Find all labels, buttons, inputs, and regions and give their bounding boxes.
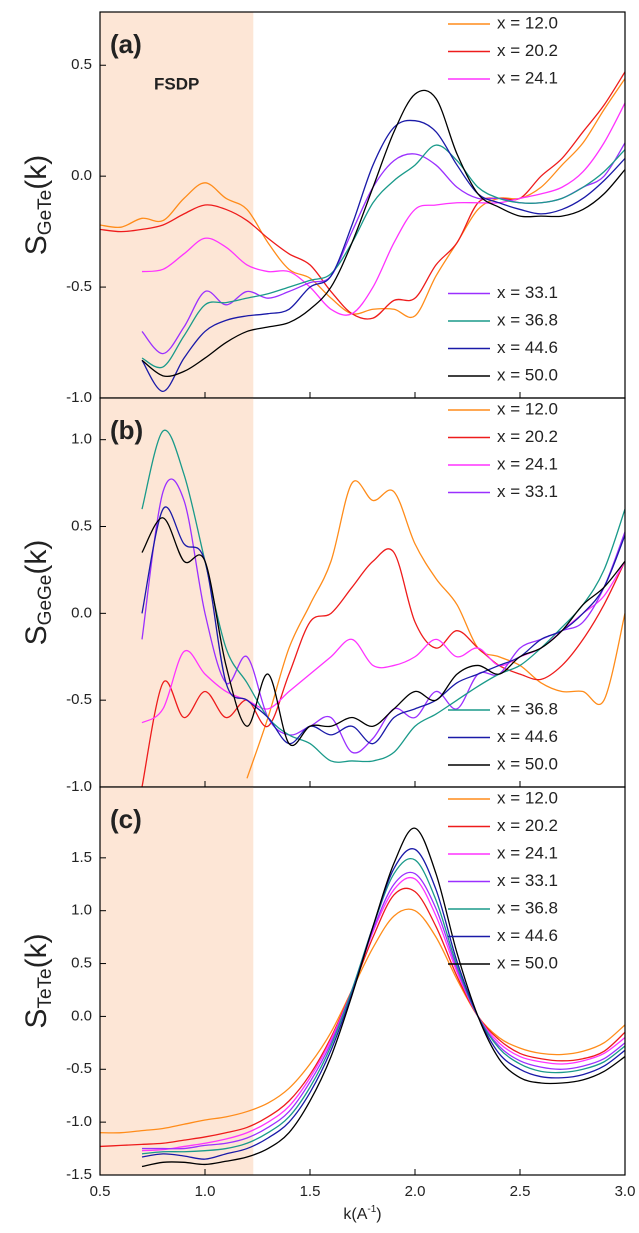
x-axis-label: k(A-1) xyxy=(343,1204,381,1224)
y-label-main: S xyxy=(20,625,53,645)
y-tick-label: 1.5 xyxy=(71,849,92,866)
legend-label: x = 24.1 xyxy=(497,454,558,473)
legend-label: x = 12.0 xyxy=(497,399,558,418)
legend-label: x = 44.6 xyxy=(497,926,558,945)
legend-label: x = 20.2 xyxy=(497,816,558,835)
legend-label: x = 12.0 xyxy=(497,13,558,32)
legend-label: x = 20.2 xyxy=(497,41,558,60)
y-tick-label: 0.5 xyxy=(71,955,92,972)
data-line xyxy=(141,548,625,787)
legend-label: x = 33.1 xyxy=(497,482,558,501)
data-line xyxy=(141,517,625,747)
legend-label: x = 20.2 xyxy=(497,427,558,446)
y-tick-label: 0.0 xyxy=(71,604,92,621)
y-label-sub: GeTe xyxy=(35,190,56,235)
fsdp-region xyxy=(100,12,254,398)
x-tick-label: 3.0 xyxy=(615,1183,636,1200)
data-line xyxy=(100,71,625,320)
data-line xyxy=(141,876,625,1152)
legend-label: x = 50.0 xyxy=(497,953,558,972)
y-axis-label: STeTe(k) xyxy=(20,933,56,1028)
fsdp-region xyxy=(100,787,254,1175)
plot-frame xyxy=(99,786,626,1176)
x-tick-label: 2.0 xyxy=(405,1183,426,1200)
y-tick-label: 1.0 xyxy=(71,431,92,448)
y-label-sub: TeTe xyxy=(35,968,56,1008)
y-tick-label: -0.5 xyxy=(66,1060,92,1077)
y-tick-label: -1.0 xyxy=(66,778,92,795)
y-tick-label: -0.5 xyxy=(66,278,92,295)
y-tick-label: 0.0 xyxy=(71,167,92,184)
x-label-tail: ) xyxy=(376,1206,381,1223)
y-tick-label: -1.5 xyxy=(66,1166,92,1183)
data-line xyxy=(100,908,625,1134)
legend-label: x = 24.1 xyxy=(497,843,558,862)
y-tick-label: -1.0 xyxy=(66,389,92,406)
panel-label: (a) xyxy=(110,29,142,59)
y-label-main: S xyxy=(20,1009,53,1029)
legend-label: x = 44.6 xyxy=(497,338,558,357)
legend-label: x = 24.1 xyxy=(497,68,558,87)
panel-label: (b) xyxy=(110,415,143,445)
data-line xyxy=(141,89,625,377)
legend-label: x = 36.8 xyxy=(497,310,558,329)
legend-label: x = 36.8 xyxy=(497,898,558,917)
data-line xyxy=(141,102,625,316)
legend-label: x = 33.1 xyxy=(497,283,558,302)
x-tick-label: 1.5 xyxy=(300,1183,321,1200)
y-tick-label: 1.0 xyxy=(71,902,92,919)
x-label-main: k(A xyxy=(343,1206,367,1223)
data-line xyxy=(141,858,625,1155)
y-tick-label: 0.5 xyxy=(71,517,92,534)
legend-label: x = 50.0 xyxy=(497,365,558,384)
y-tick-label: 0.5 xyxy=(71,56,92,73)
data-line xyxy=(141,144,625,369)
data-line xyxy=(100,78,625,319)
y-axis-label: SGeGe(k) xyxy=(20,540,56,646)
legend-label: x = 50.0 xyxy=(497,754,558,773)
y-label-tail: (k) xyxy=(20,933,53,968)
legend-label: x = 33.1 xyxy=(497,871,558,890)
legend-label: x = 12.0 xyxy=(497,788,558,807)
data-line xyxy=(246,480,625,779)
x-tick-label: 0.5 xyxy=(90,1183,111,1200)
data-line xyxy=(141,827,625,1168)
data-line xyxy=(141,506,625,745)
legend-label: x = 44.6 xyxy=(497,727,558,746)
y-label-sub: GeGe xyxy=(35,575,56,626)
region-label: FSDP xyxy=(154,74,199,93)
y-label-tail: (k) xyxy=(20,155,53,190)
data-line xyxy=(141,119,625,392)
panel-label: (c) xyxy=(110,804,142,834)
y-tick-label: 0.0 xyxy=(71,1007,92,1024)
legend-label: x = 36.8 xyxy=(497,699,558,718)
data-line xyxy=(141,871,625,1150)
x-tick-label: 2.5 xyxy=(510,1183,531,1200)
y-tick-label: -0.5 xyxy=(66,691,92,708)
y-tick-label: -1.0 xyxy=(66,1113,92,1130)
y-axis-label: SGeTe(k) xyxy=(20,155,56,255)
y-label-tail: (k) xyxy=(20,540,53,575)
x-tick-label: 1.0 xyxy=(195,1183,216,1200)
y-label-main: S xyxy=(20,235,53,255)
x-label-sup: -1 xyxy=(367,1204,376,1215)
fsdp-region xyxy=(100,398,254,787)
